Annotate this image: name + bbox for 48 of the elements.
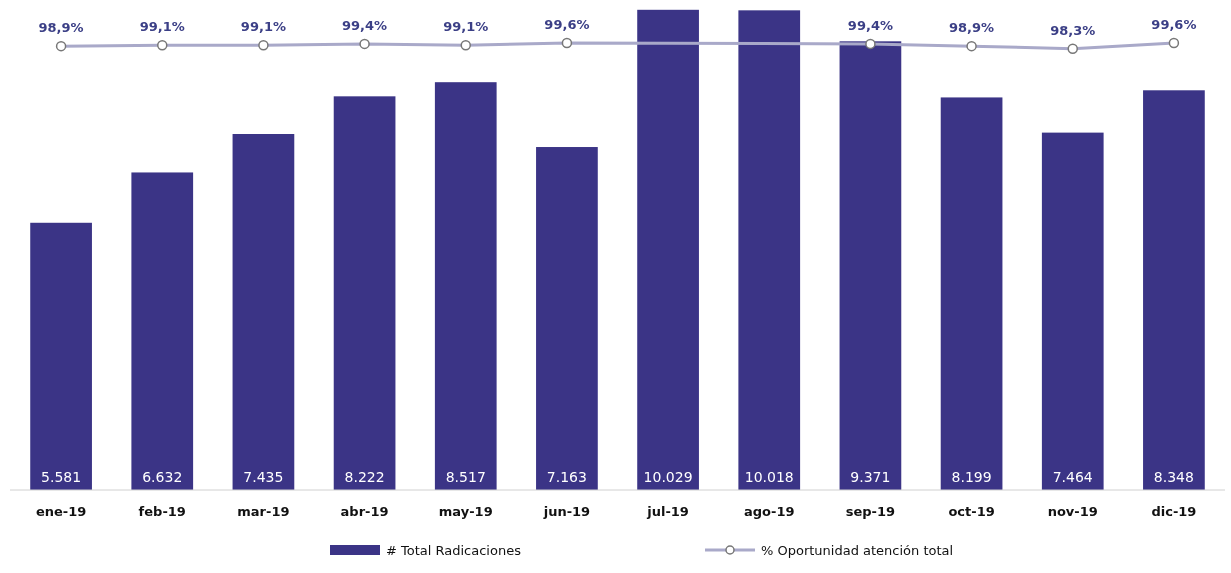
x-tick-label: ene-19 xyxy=(35,504,87,519)
data-label: 5.581 xyxy=(41,469,82,485)
bar xyxy=(536,147,598,490)
data-label: 6.632 xyxy=(142,469,183,485)
data-label: 9.371 xyxy=(850,469,891,485)
bar xyxy=(839,41,902,490)
bar xyxy=(232,134,295,490)
data-label: 8.348 xyxy=(1153,469,1194,485)
x-tick-label: dic-19 xyxy=(1151,504,1197,519)
legend-label: % Oportunidad atención total xyxy=(761,543,954,558)
data-label: 99,4% xyxy=(342,17,388,33)
data-label: 98,9% xyxy=(949,20,995,36)
data-label: 98,3% xyxy=(1050,22,1096,38)
x-tick-label: feb-19 xyxy=(138,504,186,519)
x-tick-label: nov-19 xyxy=(1047,504,1098,519)
bar xyxy=(1041,132,1104,490)
bar xyxy=(1143,90,1205,490)
data-label: 7.435 xyxy=(243,469,284,485)
x-tick-label: sep-19 xyxy=(845,504,896,519)
x-tick-label: jun-19 xyxy=(542,504,591,519)
bar xyxy=(131,172,194,490)
x-tick-label: mar-19 xyxy=(237,504,290,519)
data-label: 7.163 xyxy=(546,469,587,485)
bar xyxy=(333,96,396,490)
bar xyxy=(434,82,497,490)
bar xyxy=(738,10,801,490)
data-label: 8.517 xyxy=(445,469,486,485)
data-label: 99,1% xyxy=(240,19,286,35)
x-tick-label: jul-19 xyxy=(646,504,689,519)
bar xyxy=(30,222,92,490)
data-label: 8.199 xyxy=(951,469,992,485)
data-label: 99,1% xyxy=(443,19,489,35)
data-label: 99,1% xyxy=(139,19,185,35)
data-label: 98,9% xyxy=(38,20,84,36)
data-label: 10.018 xyxy=(744,469,794,485)
data-label: 8.222 xyxy=(344,469,385,485)
bar xyxy=(940,97,1003,490)
data-label: 99,4% xyxy=(847,17,893,33)
legend-label: # Total Radicaciones xyxy=(386,543,522,558)
x-tick-label: may-19 xyxy=(438,504,493,519)
x-tick-label: ago-19 xyxy=(744,504,795,519)
x-tick-label: abr-19 xyxy=(340,504,389,519)
x-tick-label: oct-19 xyxy=(948,504,995,519)
data-label: 99,6% xyxy=(544,17,590,32)
bar xyxy=(637,9,699,490)
data-label: 7.464 xyxy=(1052,469,1093,485)
data-label: 99,6% xyxy=(1151,17,1197,32)
data-label: 10.029 xyxy=(643,469,693,485)
